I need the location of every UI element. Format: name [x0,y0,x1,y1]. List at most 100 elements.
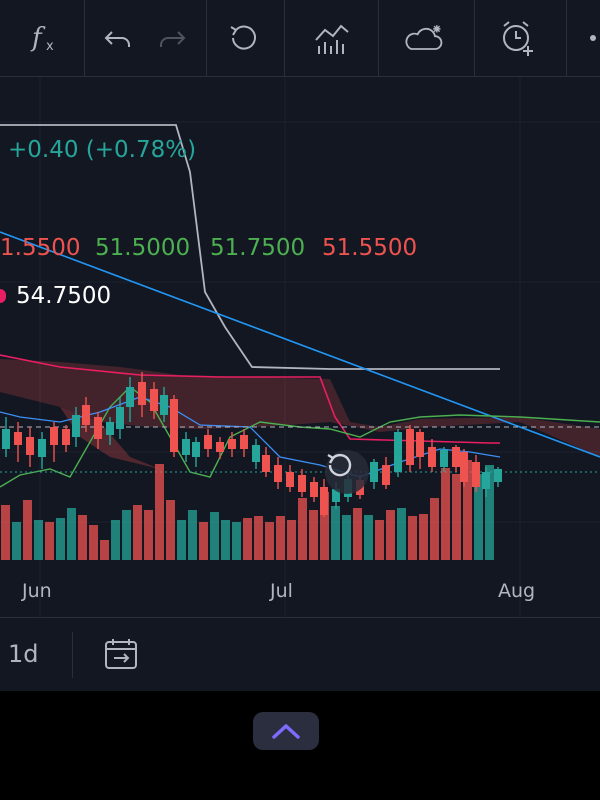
volume-bar [331,506,340,560]
candle-body [262,455,270,472]
cloud-fill [0,359,600,457]
volume-bar [386,510,395,560]
chart-type-icon[interactable] [310,16,354,60]
candle-body [416,432,424,457]
volume-bar [23,500,32,560]
indicator-line-pink [0,354,500,444]
reset-chart-icon [327,453,352,477]
x-label-jun: Jun [22,580,52,602]
reset-icon[interactable] [222,16,266,60]
volume-bar [111,520,120,560]
candle-body [150,389,158,411]
redo-icon[interactable] [150,16,194,60]
volume-bar [265,522,274,560]
volume-bar [474,474,483,560]
reset-chart-button[interactable] [325,450,369,494]
toolbar-divider [566,0,567,76]
toolbar-divider [284,0,285,76]
candle-body [138,382,146,405]
candle-body [370,462,378,482]
candle-body [2,429,10,449]
undo-icon[interactable] [96,16,140,60]
volume-bar [298,498,307,560]
candle-body [298,475,306,492]
trend-line-blue [0,231,600,458]
volume-bar [89,525,98,560]
candle-body [38,439,46,457]
volume-bar [320,492,329,560]
price-chart[interactable]: +0.40 (+0.78%) 1.5500 51.5000 51.7500 51… [0,77,600,617]
candle-body [460,452,468,482]
volume-bar [452,474,461,560]
candle-body [116,407,124,429]
toolbar-divider [72,632,73,678]
x-label-jul: Jul [270,580,293,602]
volume-bar [287,520,296,560]
volume-bar [78,515,87,560]
candle-body [126,387,134,407]
candle-body [332,489,340,502]
toolbar-divider [378,0,379,76]
candle-body [482,472,490,489]
toolbar-divider [84,0,85,76]
candle-body [320,487,328,515]
toolbar-divider [206,0,207,76]
candle-body [440,450,448,467]
volume-bar [188,510,197,560]
date-range-icon[interactable] [104,638,140,676]
volume-bar [56,518,65,560]
ohlc-close: 51.5500 [322,235,418,261]
alert-clock-icon[interactable] [496,16,540,60]
volume-bar [375,520,384,560]
volume-bar [144,510,153,560]
candle-body [160,395,168,415]
interval-button[interactable]: 1d [8,640,39,668]
volume-bar [430,498,439,560]
more-dot-icon[interactable] [590,35,596,41]
chevron-up-icon [272,724,300,739]
volume-bar [221,520,230,560]
candle-body [494,469,502,482]
x-label-aug: Aug [498,580,536,602]
nav-expand-button[interactable] [253,712,319,750]
bottom-toolbar: 1d [0,617,600,692]
volume-bar [243,518,252,560]
ohlc-low: 51.7500 [210,235,306,261]
weather-icon[interactable] [402,16,446,60]
volume-bar [485,465,494,560]
volume-bar [342,515,351,560]
volume-bar [122,510,131,560]
candle-body [382,465,390,485]
candle-body [274,465,282,482]
candle-body [94,417,102,439]
volume-bar [419,514,428,560]
volume-bar [463,460,472,560]
volume-bar [353,508,362,560]
volume-bar [254,516,263,560]
volume-bar [12,522,21,560]
candle-body [240,435,248,449]
candle-body [106,422,114,435]
indicator-value: 54.7500 [16,283,112,309]
candle-body [26,437,34,455]
ohlc-open: 1.5500 [0,235,81,261]
candle-body [204,435,212,449]
candle-body [394,432,402,472]
volume-bar [408,516,417,560]
volume-bar [199,522,208,560]
candle-body [72,415,80,437]
chart-canvas[interactable] [0,77,600,617]
volume-bar [177,520,186,560]
candle-body [50,427,58,445]
volume-bar [276,516,285,560]
indicator-line-green [0,386,600,488]
toolbar-divider [474,0,475,76]
volume-bar [133,505,142,560]
candle-body [14,432,22,445]
volume-bar [309,510,318,560]
volume-bar [1,505,10,560]
ohlc-high: 51.5000 [95,235,191,261]
indicator-dot-icon [0,289,6,303]
volume-bar [210,512,219,560]
